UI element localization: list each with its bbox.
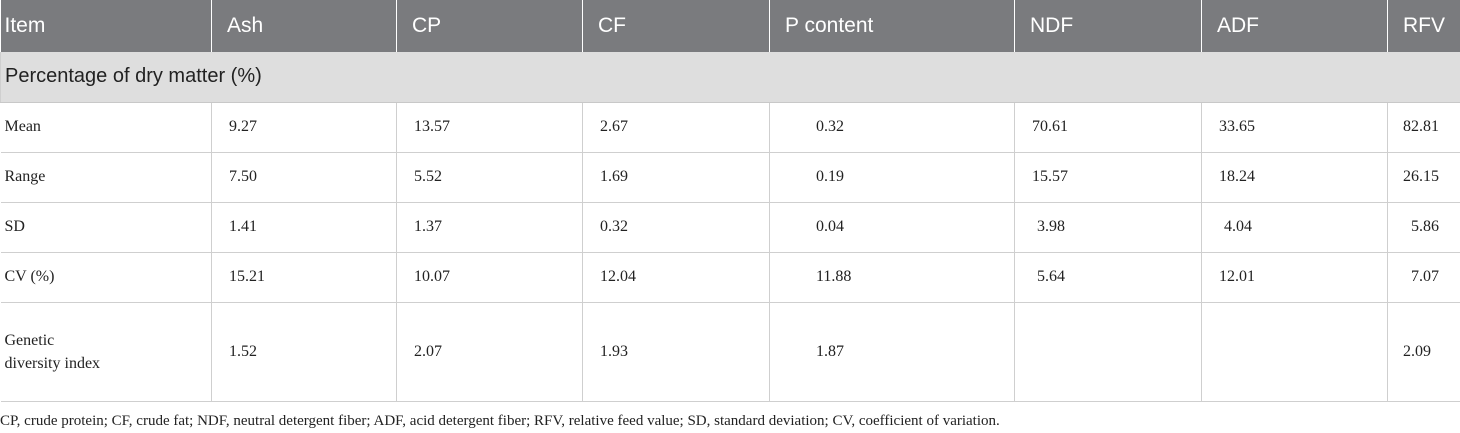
table-footnote: CP, crude protein; CF, crude fat; NDF, n… (0, 413, 1000, 429)
cell: 0.04 (769, 202, 1015, 253)
row-label: CV (%) (0, 252, 212, 303)
row-label: SD (0, 202, 212, 253)
header-p-content: P content (769, 0, 1015, 52)
row-label: Mean (0, 102, 212, 153)
cell: 26.15 (1387, 152, 1460, 203)
cell: 0.19 (769, 152, 1015, 203)
cell: 4.04 (1201, 202, 1388, 253)
cell: 3.98 (1014, 202, 1202, 253)
cell: 12.04 (582, 252, 770, 303)
cell: 7.07 (1387, 252, 1460, 303)
table-row: Mean 9.27 13.57 2.67 0.32 70.61 33.65 82… (0, 102, 1460, 153)
data-table: Item Ash CP CF P content NDF ADF RFV Per… (0, 0, 1460, 402)
cell: 10.07 (396, 252, 583, 303)
cell: 1.87 (769, 302, 1015, 402)
header-rfv: RFV (1387, 0, 1460, 52)
cell: 1.37 (396, 202, 583, 253)
cell: 33.65 (1201, 102, 1388, 153)
cell: 5.64 (1014, 252, 1202, 303)
cell: 1.52 (211, 302, 397, 402)
header-cf: CF (582, 0, 770, 52)
header-item: Item (0, 0, 212, 52)
cell: 5.52 (396, 152, 583, 203)
cell: 11.88 (769, 252, 1015, 303)
cell: 5.86 (1387, 202, 1460, 253)
cell: 1.69 (582, 152, 770, 203)
header-adf: ADF (1201, 0, 1388, 52)
table-row: Genetic diversity index 1.52 2.07 1.93 1… (0, 302, 1460, 402)
cell: 2.67 (582, 102, 770, 153)
table-row: SD 1.41 1.37 0.32 0.04 3.98 4.04 5.86 (0, 202, 1460, 253)
header-ash: Ash (211, 0, 397, 52)
cell: 0.32 (582, 202, 770, 253)
section-row: Percentage of dry matter (%) (0, 52, 1460, 103)
cell: 82.81 (1387, 102, 1460, 153)
section-label: Percentage of dry matter (%) (0, 52, 1460, 103)
cell: 15.21 (211, 252, 397, 303)
cell: 2.09 (1387, 302, 1460, 402)
table-row: CV (%) 15.21 10.07 12.04 11.88 5.64 12.0… (0, 252, 1460, 303)
row-label: Range (0, 152, 212, 203)
table-header-row: Item Ash CP CF P content NDF ADF RFV (0, 0, 1460, 52)
cell: 9.27 (211, 102, 397, 153)
cell: 70.61 (1014, 102, 1202, 153)
cell (1014, 302, 1202, 402)
header-ndf: NDF (1014, 0, 1202, 52)
table-row: Range 7.50 5.52 1.69 0.19 15.57 18.24 26… (0, 152, 1460, 203)
header-cp: CP (396, 0, 583, 52)
cell: 1.41 (211, 202, 397, 253)
cell: 18.24 (1201, 152, 1388, 203)
cell: 1.93 (582, 302, 770, 402)
cell: 12.01 (1201, 252, 1388, 303)
row-label: Genetic diversity index (0, 302, 212, 402)
cell: 7.50 (211, 152, 397, 203)
cell: 15.57 (1014, 152, 1202, 203)
cell: 13.57 (396, 102, 583, 153)
cell: 2.07 (396, 302, 583, 402)
cell (1201, 302, 1388, 402)
cell: 0.32 (769, 102, 1015, 153)
